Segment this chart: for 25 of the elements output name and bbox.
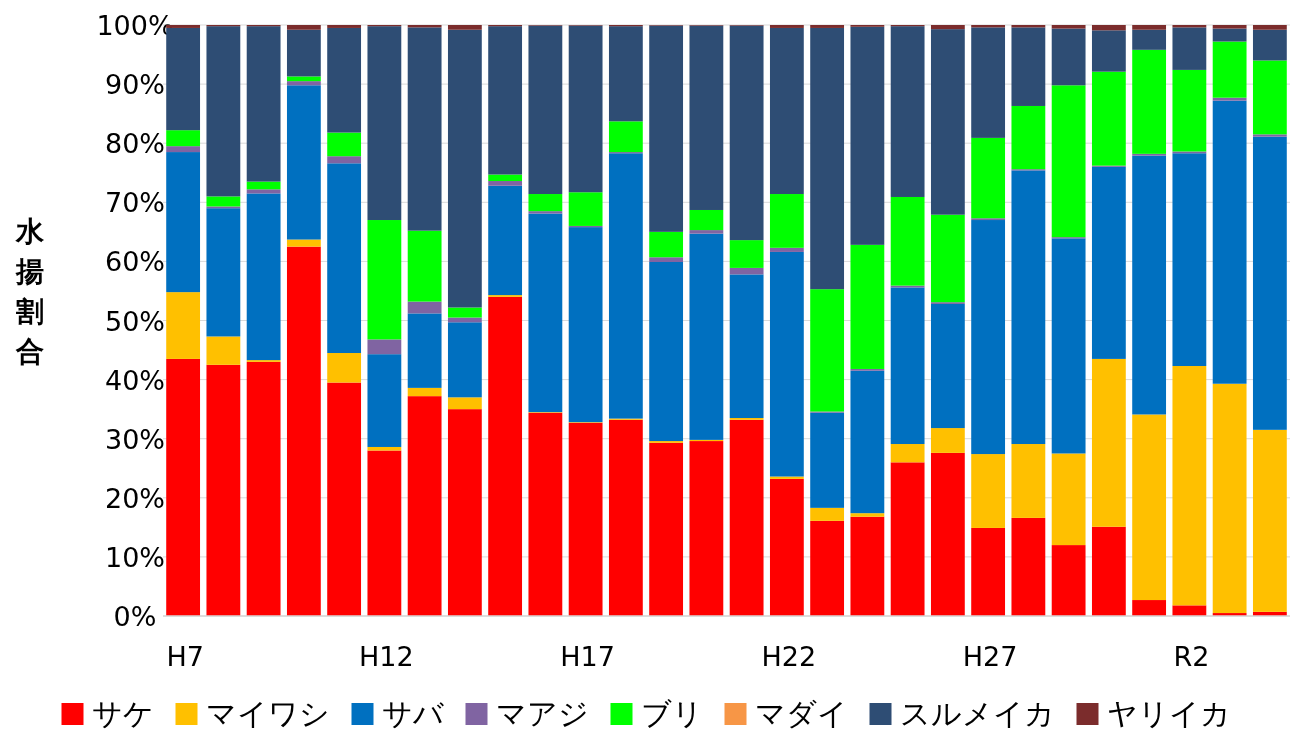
y-tick-label: 0% xyxy=(113,601,157,632)
x-tick-label: R2 xyxy=(1173,641,1210,672)
legend-label: サバ xyxy=(381,696,444,731)
y-tick-label: 40% xyxy=(104,364,166,396)
y-tick-label: 70% xyxy=(104,187,166,219)
y-tick-label: 30% xyxy=(104,423,166,455)
y-tick-label: 20% xyxy=(104,482,166,514)
legend-label: マダイ xyxy=(754,696,848,731)
legend-label: マアジ xyxy=(495,696,589,731)
x-tick-label: H22 xyxy=(761,641,817,672)
x-tick-label: H17 xyxy=(560,641,615,672)
x-tick-label: H12 xyxy=(359,641,414,672)
y-tick-label: 10% xyxy=(104,541,166,573)
x-tick-label: H7 xyxy=(166,641,204,672)
y-tick-label: 50% xyxy=(104,305,166,337)
legend-label: サケ xyxy=(91,696,154,731)
legend-label: ブリ xyxy=(640,696,703,731)
y-tick-label: 80% xyxy=(104,128,166,160)
legend-label: ヤリイカ xyxy=(1106,696,1231,731)
y-axis-title: 水揚割合 xyxy=(15,214,45,368)
y-tick-label: 90% xyxy=(104,69,166,101)
x-tick-label: H27 xyxy=(962,641,1018,672)
y-tick-label: 60% xyxy=(104,246,166,278)
legend-label: マイワシ xyxy=(205,696,330,731)
legend-label: スルメイカ xyxy=(899,696,1055,731)
